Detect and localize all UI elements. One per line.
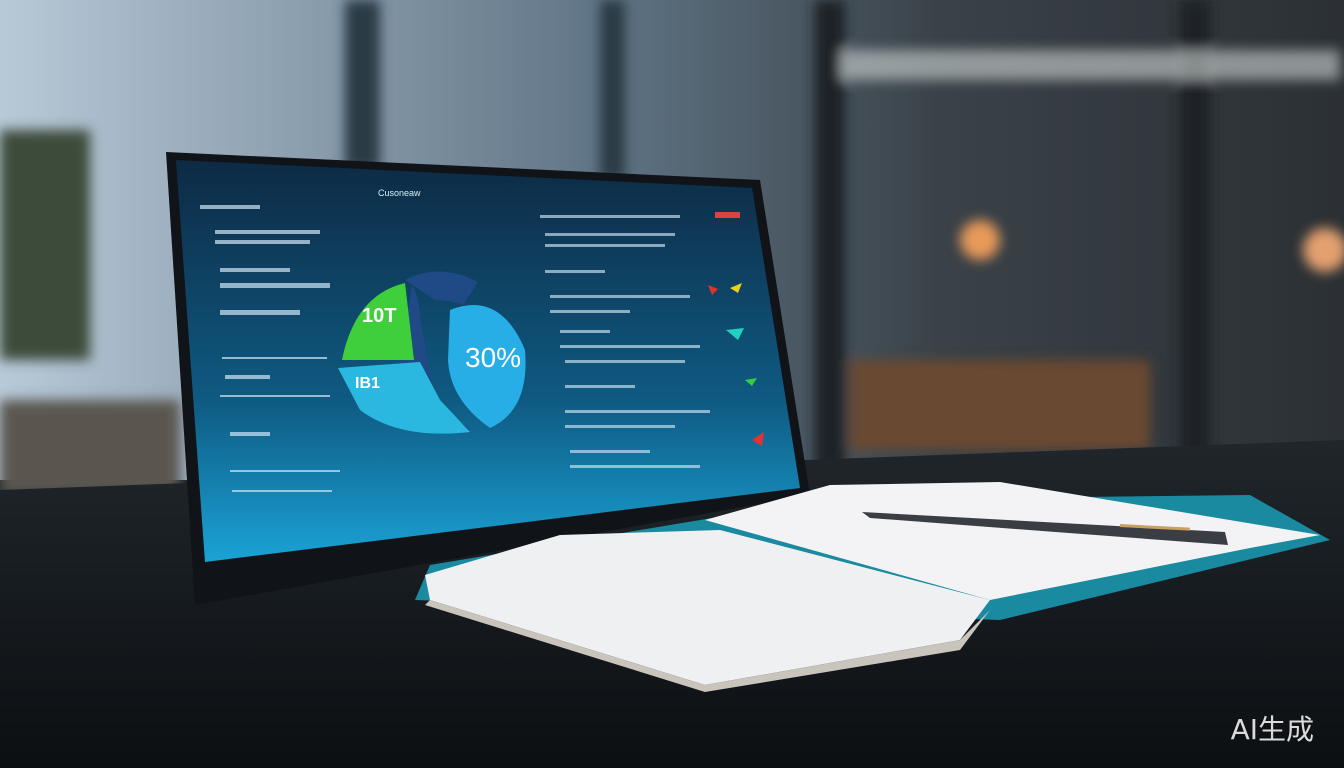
- pie-slice-light-blue: [448, 305, 526, 428]
- colored-markers: [708, 283, 764, 446]
- status-indicator: [715, 212, 740, 218]
- watermark: AI生成: [1230, 713, 1314, 746]
- blurred-window-frames: [0, 0, 1344, 495]
- pie-label-light-blue: 30%: [465, 342, 521, 373]
- pie-slice-navy: [405, 271, 478, 305]
- dashboard-right-panel: [540, 215, 710, 468]
- pie-label-cyan: IB1: [355, 375, 380, 392]
- pie-slice-cyan: [338, 362, 470, 434]
- notebook-right-page: [705, 482, 1320, 600]
- pen-clip: [1119, 524, 1190, 531]
- notebook-left-page: [425, 530, 990, 685]
- pen: [862, 512, 1228, 545]
- pie-chart: [338, 271, 526, 434]
- dashboard-title: Cusoneaw: [378, 188, 421, 198]
- dashboard-left-panel: [200, 205, 340, 492]
- pie-slice-green: [342, 283, 414, 360]
- pie-label-green: 10T: [362, 305, 396, 327]
